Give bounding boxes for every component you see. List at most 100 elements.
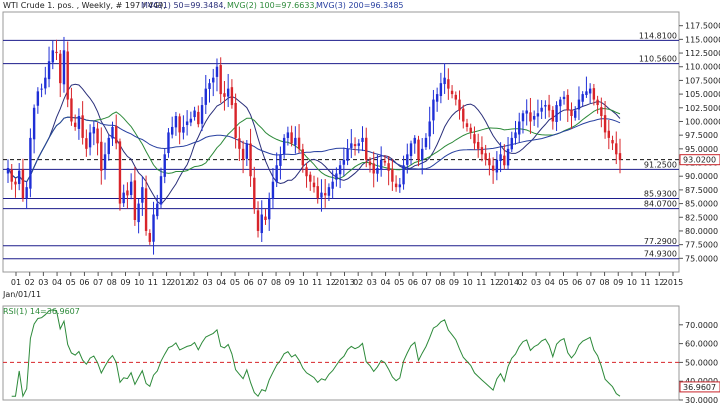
candle-body: [331, 181, 334, 189]
x-tick-label: 03: [367, 278, 377, 287]
candle-body: [182, 126, 185, 133]
x-tick-label: 02: [517, 278, 527, 287]
candle-body: [603, 115, 607, 133]
candle-body: [480, 147, 484, 155]
x-tick-label: 09: [613, 278, 623, 287]
candle-body: [465, 123, 469, 127]
candle-body: [421, 148, 424, 161]
candle-body: [506, 148, 510, 166]
candle-body: [458, 99, 461, 111]
x-tick-label: 05: [394, 278, 404, 287]
candle-body: [126, 190, 129, 196]
candle-body: [518, 121, 521, 135]
candle-body: [282, 137, 286, 155]
candle-body: [167, 132, 170, 154]
x-tick-label: 08: [599, 278, 609, 287]
x-tick-label: 02: [25, 278, 35, 287]
candle-body: [323, 193, 327, 196]
header-mvg1: MVG(1) 50=99.3484,: [141, 1, 226, 10]
candle-body: [577, 99, 581, 110]
candle-body: [450, 90, 454, 95]
y-tick-label: 107.5000: [685, 76, 720, 85]
x-tick-label: 03: [203, 278, 213, 287]
x-tick-label: 11: [148, 278, 158, 287]
y-tick-label: 82.5000: [685, 213, 718, 222]
candle-body: [148, 232, 152, 242]
candle-body: [118, 141, 122, 204]
candle-body: [383, 160, 387, 163]
candle-body: [574, 110, 577, 118]
candle-body: [241, 148, 245, 160]
header-mvg3: MVG(3) 200=96.3485: [316, 1, 404, 10]
candle-body: [462, 108, 465, 122]
candle-body: [413, 137, 416, 144]
horizontal-level-label: 74.9300: [644, 250, 677, 259]
candle-body: [47, 61, 51, 80]
candle-body: [55, 51, 58, 54]
candle-body: [305, 167, 308, 177]
candle-body: [103, 154, 107, 170]
candle-body: [152, 214, 155, 242]
mvg2-line: [7, 108, 621, 183]
x-tick-label: 08: [107, 278, 117, 287]
candle-body: [391, 169, 394, 182]
candle-body: [607, 130, 611, 138]
x-tick-label: 07: [422, 278, 432, 287]
candle-body: [66, 51, 69, 100]
y-tick-label: 97.5000: [685, 131, 718, 140]
rsi-y-tick-label: 30.0000: [685, 396, 718, 405]
candle-body: [585, 91, 588, 96]
candle-body: [107, 137, 110, 155]
candle-body: [77, 116, 81, 129]
y-tick-label: 90.0000: [685, 172, 718, 181]
main-panel-background: [2, 11, 680, 273]
candle-body: [491, 165, 495, 171]
candle-body: [503, 155, 506, 166]
candle-body: [230, 87, 234, 106]
x-tick-label: 10: [627, 278, 637, 287]
x-tick-label: 10: [463, 278, 473, 287]
candle-body: [424, 137, 428, 148]
candle-body: [10, 169, 13, 182]
candle-body: [342, 159, 346, 165]
candle-body: [88, 132, 92, 148]
candle-body: [417, 139, 420, 160]
x-tick-label: 04: [216, 278, 226, 287]
candle-body: [327, 187, 331, 196]
horizontal-level-label: 114.8100: [639, 31, 677, 40]
horizontal-level-label: 91.2500: [644, 160, 677, 169]
x-tick-label: 08: [271, 278, 281, 287]
candle-body: [271, 181, 275, 199]
candle-body: [353, 144, 357, 147]
candle-body: [264, 216, 267, 220]
x-tick-label: 12: [490, 278, 500, 287]
candle-body: [115, 126, 118, 144]
horizontal-level-label: 110.5600: [639, 55, 677, 64]
candle-body: [510, 137, 513, 150]
candle-body: [559, 99, 562, 107]
candle-body: [223, 93, 226, 97]
candle-body: [137, 203, 140, 223]
y-tick-label: 85.0000: [685, 200, 718, 209]
candle-body: [618, 153, 622, 160]
y-tick-label: 112.5000: [685, 49, 720, 58]
x-tick-label: 11: [476, 278, 486, 287]
x-tick-label: 05: [558, 278, 568, 287]
candle-body: [379, 159, 383, 170]
candle-body: [193, 110, 196, 118]
candle-body: [484, 153, 487, 160]
candle-body: [615, 143, 618, 155]
candle-body: [21, 169, 25, 199]
candle-body: [40, 88, 43, 90]
candle-body: [469, 127, 472, 133]
candle-body: [141, 187, 144, 203]
candle-body: [32, 107, 36, 140]
horizontal-level-label: 84.0700: [644, 200, 677, 209]
candle-body: [129, 181, 133, 195]
candle-body: [570, 109, 573, 116]
candle-body: [529, 112, 532, 122]
mvg3-line: [7, 116, 621, 183]
candle-body: [70, 98, 73, 122]
candle-body: [335, 173, 338, 180]
